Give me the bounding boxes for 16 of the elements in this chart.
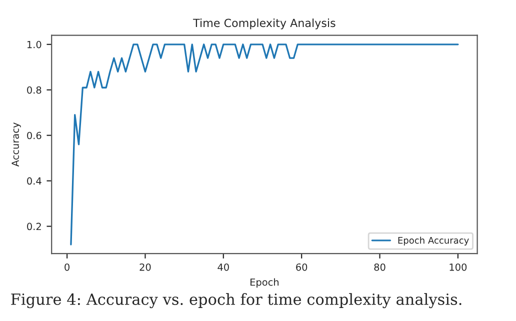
y-axis-title: Accuracy xyxy=(12,122,21,167)
legend-label: Epoch Accuracy xyxy=(398,236,469,246)
y-tick-label: 0.2 xyxy=(27,222,41,230)
x-tick-label: 60 xyxy=(296,263,308,271)
x-tick-label: 0 xyxy=(64,263,70,271)
x-axis-title: Epoch xyxy=(250,278,279,288)
x-tick-label: 40 xyxy=(218,263,229,271)
y-tick-label: 0.4 xyxy=(27,177,42,185)
x-tick-label: 20 xyxy=(140,263,151,271)
x-tick-label: 80 xyxy=(374,263,386,271)
caption: Figure 4: Accuracy vs. epoch for time complexity analysis. xyxy=(11,293,462,308)
y-tick-label: 0.6 xyxy=(27,132,42,140)
x-tick-label: 100 xyxy=(450,263,467,271)
y-tick-label: 0.8 xyxy=(27,86,42,94)
y-tick-label: 1.0 xyxy=(27,40,42,48)
chart-title: Time Complexity Analysis xyxy=(193,18,336,30)
